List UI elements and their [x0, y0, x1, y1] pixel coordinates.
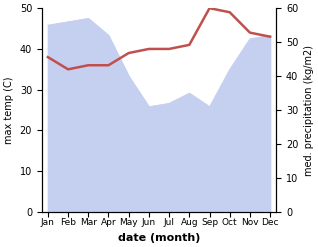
X-axis label: date (month): date (month): [118, 233, 200, 243]
Y-axis label: max temp (C): max temp (C): [4, 76, 14, 144]
Y-axis label: med. precipitation (kg/m2): med. precipitation (kg/m2): [304, 45, 314, 176]
